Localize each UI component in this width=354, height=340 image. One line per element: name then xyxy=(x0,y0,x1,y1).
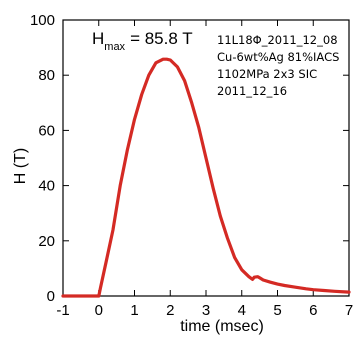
x-tick-label: 5 xyxy=(273,302,281,319)
x-axis-label: time (msec) xyxy=(180,318,264,335)
x-tick-label: 7 xyxy=(345,302,353,319)
x-tick-label: 4 xyxy=(238,302,246,319)
hmax-subscript: max xyxy=(104,41,125,53)
x-tick-label: 0 xyxy=(95,302,103,319)
x-tick-label: 3 xyxy=(202,302,210,319)
y-tick-label: 0 xyxy=(47,288,55,305)
annotation-line-2: Cu-6wt%Ag 81%IACS xyxy=(217,50,339,64)
y-tick-label: 60 xyxy=(38,122,55,139)
x-tick-label: 1 xyxy=(130,302,138,319)
series-line xyxy=(61,57,351,298)
annotation-line-4: 2011_12_16 xyxy=(217,84,287,98)
x-tick-label: 6 xyxy=(309,302,317,319)
y-tick-label: 20 xyxy=(38,233,55,250)
hmax-value: = 85.8 T xyxy=(130,29,193,48)
series xyxy=(61,57,351,298)
y-tick-label: 100 xyxy=(30,12,55,29)
y-axis-label: H (T) xyxy=(12,148,29,184)
y-tick-label: 80 xyxy=(38,67,55,84)
x-tick-label: 2 xyxy=(166,302,174,319)
y-tick-label: 40 xyxy=(38,178,55,195)
ticks xyxy=(62,19,350,297)
x-tick-label: -1 xyxy=(56,302,69,319)
hmax-symbol: H xyxy=(92,29,104,48)
annotation-line-3: 1102MPa 2x3 SIC xyxy=(217,67,317,81)
hmax-annotation: Hmax = 85.8 T xyxy=(92,29,193,53)
annotation-line-1: 11L18Φ_2011_12_08 xyxy=(217,33,338,47)
